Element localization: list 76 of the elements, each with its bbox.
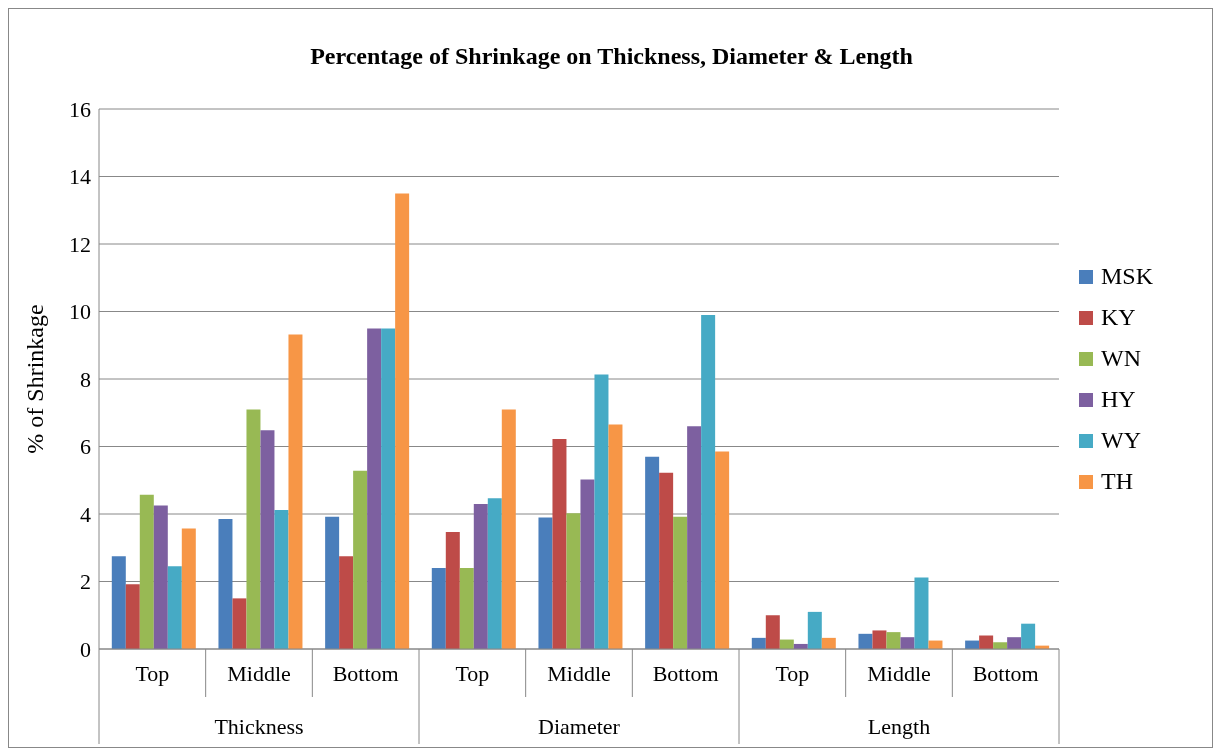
y-axis-title: % of Shrinkage — [21, 304, 48, 454]
bar — [659, 472, 674, 649]
bar — [900, 637, 915, 649]
bar — [232, 598, 247, 649]
bar — [914, 577, 929, 649]
bar — [645, 456, 660, 649]
bar — [487, 498, 502, 649]
legend-label: HY — [1101, 386, 1136, 413]
bar — [288, 334, 303, 649]
bar — [367, 328, 382, 649]
legend-label: KY — [1101, 304, 1136, 331]
bar — [139, 494, 154, 649]
x-tick-label: Middle — [227, 661, 291, 686]
x-tick-label: Top — [455, 661, 490, 686]
bar — [339, 556, 354, 649]
bar — [872, 630, 887, 649]
bar — [395, 193, 410, 649]
bar — [459, 568, 474, 649]
bar — [594, 374, 609, 649]
bar — [580, 479, 595, 649]
bar — [566, 513, 581, 649]
y-tick-label: 10 — [69, 299, 91, 325]
bar — [552, 439, 567, 649]
y-tick-label: 4 — [80, 501, 91, 527]
x-tick-label: Middle — [547, 661, 611, 686]
chart-title: Percentage of Shrinkage on Thickness, Diameter & Length — [309, 43, 914, 70]
bar — [858, 633, 873, 649]
bar — [246, 409, 261, 649]
x-tick-label: Bottom — [332, 661, 399, 686]
bar — [325, 516, 340, 649]
legend-label: WY — [1101, 427, 1141, 454]
bar — [111, 556, 126, 649]
y-tick-label: 14 — [69, 164, 91, 190]
bar — [353, 470, 368, 649]
bar — [886, 632, 901, 649]
y-tick-label: 0 — [80, 636, 91, 662]
y-tick-label: 8 — [80, 366, 91, 392]
bar — [608, 424, 623, 649]
x-tick-label: Bottom — [652, 661, 719, 686]
y-tick-label: 2 — [80, 569, 91, 595]
legend-label: WN — [1101, 345, 1141, 372]
bar — [153, 505, 168, 649]
bar — [167, 566, 182, 649]
y-tick-label: 6 — [80, 434, 91, 460]
bar — [1007, 637, 1022, 649]
bar — [673, 516, 688, 649]
x-tick-label: Top — [775, 661, 810, 686]
bar — [274, 509, 289, 649]
x-tick-label: Top — [135, 661, 170, 686]
y-tick-label: 12 — [69, 231, 91, 257]
bar — [538, 517, 553, 649]
bar — [431, 568, 446, 649]
bar — [1021, 623, 1036, 649]
bar — [473, 503, 488, 649]
bar — [501, 409, 516, 649]
legend-label: TH — [1101, 468, 1133, 495]
text: Length — [867, 714, 931, 739]
bar — [765, 615, 780, 649]
bar — [125, 584, 140, 649]
bar — [751, 637, 766, 649]
bar — [445, 531, 460, 649]
bar — [381, 328, 396, 649]
y-tick-label: 16 — [69, 96, 91, 122]
bar — [260, 430, 275, 649]
legend-label: MSK — [1101, 263, 1154, 290]
x-tick-label: Bottom — [972, 661, 1039, 686]
bar — [821, 637, 836, 649]
bar — [181, 528, 196, 649]
x-tick-label: Middle — [867, 661, 931, 686]
bar — [218, 519, 233, 649]
bar — [687, 426, 702, 649]
bar — [701, 314, 716, 649]
text: Diameter — [538, 714, 621, 739]
text: Thickness — [214, 714, 304, 739]
bar — [715, 451, 730, 649]
bar — [807, 611, 822, 649]
